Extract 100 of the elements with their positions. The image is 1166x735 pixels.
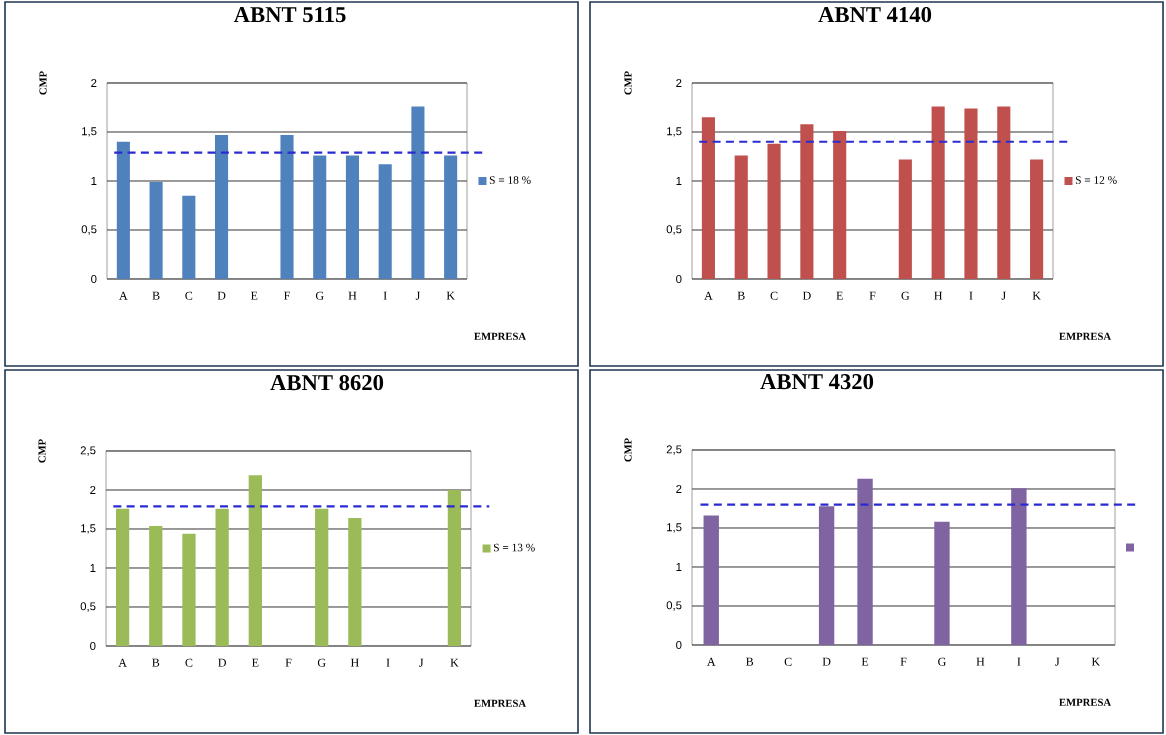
x-axis-title: EMPRESA <box>474 332 527 340</box>
y-tick-label: 1,5 <box>667 127 682 137</box>
bar <box>931 106 945 279</box>
x-tick-label: B <box>737 291 745 300</box>
x-tick-label: I <box>386 658 390 667</box>
x-tick-label: E <box>250 291 258 300</box>
y-tick-label: 0,5 <box>666 225 682 235</box>
bar <box>857 478 873 645</box>
x-axis-title: EMPRESA <box>474 699 527 707</box>
x-tick-label: D <box>822 657 831 666</box>
x-tick-label: C <box>185 658 193 667</box>
x-tick-label: K <box>446 291 455 300</box>
bar <box>818 506 835 645</box>
y-tick-label: 0 <box>676 640 682 649</box>
x-tick-label: C <box>770 291 778 300</box>
bar <box>313 155 327 279</box>
chart-title: ABNT 8620 <box>270 374 384 391</box>
x-tick-label: H <box>934 291 943 300</box>
bar <box>116 141 130 279</box>
x-tick-label: D <box>217 291 226 300</box>
y-tick-label: 0 <box>90 641 96 650</box>
y-tick-label: 0 <box>91 274 97 283</box>
x-tick-label: J <box>415 291 420 300</box>
bar <box>280 134 294 279</box>
y-axis-title: CMP <box>39 71 47 95</box>
bar <box>964 108 978 279</box>
x-tick-label: E <box>861 657 869 666</box>
y-tick-label: 1,5 <box>667 523 682 533</box>
y-tick-label: 2 <box>90 486 96 494</box>
y-axis-title: CMP <box>624 438 632 462</box>
y-tick-label: 1 <box>90 564 96 572</box>
bar <box>447 490 462 646</box>
bar <box>1030 159 1044 279</box>
bar <box>215 508 229 646</box>
chart-title: ABNT 4140 <box>818 6 932 23</box>
y-tick-label: 0,5 <box>81 225 97 235</box>
bar <box>934 521 950 645</box>
y-tick-label: 2 <box>676 79 682 87</box>
chart-title: ABNT 4320 <box>760 373 874 390</box>
bar <box>348 518 362 646</box>
bar <box>997 106 1011 279</box>
x-tick-label: G <box>938 657 946 666</box>
x-axis-title: EMPRESA <box>1059 332 1112 340</box>
chart-title: ABNT 5115 <box>233 7 346 23</box>
y-tick-label: 2 <box>676 485 682 493</box>
bar <box>248 475 262 646</box>
x-tick-label: H <box>350 658 359 667</box>
y-tick-label: 0 <box>676 274 682 283</box>
bar <box>734 155 748 279</box>
x-tick-label: I <box>1017 657 1021 666</box>
x-tick-label: J <box>419 658 424 667</box>
legend-label: S = 18 % <box>489 176 531 184</box>
x-tick-label: F <box>284 291 290 300</box>
x-tick-label: G <box>315 291 324 300</box>
x-tick-label: H <box>348 291 357 300</box>
x-tick-label: F <box>869 291 876 300</box>
x-tick-label: G <box>317 658 326 667</box>
bar <box>315 508 329 646</box>
x-tick-label: H <box>976 657 985 666</box>
y-tick-label: 1 <box>91 177 97 185</box>
y-tick-label: 2 <box>91 79 97 87</box>
bar <box>115 508 130 646</box>
legend-label: S = 13 % <box>493 543 535 552</box>
x-tick-label: F <box>900 657 907 666</box>
x-tick-label: B <box>152 291 160 300</box>
bar <box>345 155 359 279</box>
x-tick-label: G <box>901 291 910 300</box>
x-tick-label: A <box>118 658 127 667</box>
x-tick-label: C <box>185 291 193 300</box>
bar <box>898 159 912 279</box>
y-axis-title: CMP <box>624 71 632 95</box>
bar <box>411 106 425 279</box>
x-tick-label: A <box>707 657 716 666</box>
bar <box>444 155 458 279</box>
x-tick-label: F <box>285 658 292 667</box>
x-tick-label: D <box>218 658 226 667</box>
y-tick-label: 0,5 <box>80 602 96 612</box>
x-tick-label: K <box>1032 291 1041 300</box>
y-tick-label: 1,5 <box>82 127 97 137</box>
bar <box>149 525 163 646</box>
y-tick-label: 1 <box>676 177 682 185</box>
bar <box>149 181 163 279</box>
y-tick-label: 1 <box>676 563 682 571</box>
x-axis-title: EMPRESA <box>1059 698 1112 706</box>
x-tick-label: I <box>969 291 973 300</box>
x-tick-label: D <box>802 291 811 300</box>
x-tick-label: C <box>784 657 792 666</box>
y-tick-label: 2,5 <box>666 445 682 455</box>
bar <box>182 533 196 646</box>
bar <box>767 143 781 279</box>
y-axis-title: CMP <box>38 439 46 463</box>
bar <box>833 131 847 279</box>
bar <box>1011 488 1027 645</box>
y-tick-label: 1,5 <box>81 524 96 534</box>
bar <box>215 134 229 279</box>
bar <box>800 124 814 279</box>
x-tick-label: E <box>836 291 843 300</box>
x-tick-label: J <box>1055 657 1060 666</box>
x-tick-label: E <box>252 658 259 667</box>
x-tick-label: B <box>746 657 754 666</box>
